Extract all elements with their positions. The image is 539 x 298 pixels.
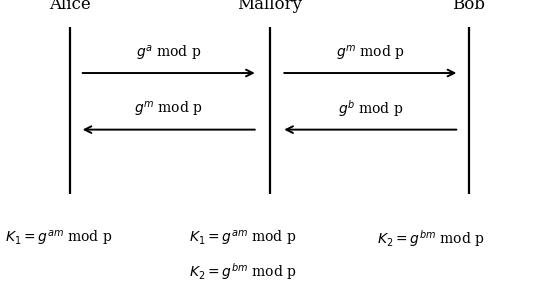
Text: $g^b$ mod p: $g^b$ mod p xyxy=(337,98,403,119)
Text: $K_2 = g^{bm}$ mod p: $K_2 = g^{bm}$ mod p xyxy=(377,228,485,249)
Text: Bob: Bob xyxy=(452,0,486,13)
Text: $K_2 = g^{bm}$ mod p: $K_2 = g^{bm}$ mod p xyxy=(189,261,296,282)
Text: $g^a$ mod p: $g^a$ mod p xyxy=(136,44,202,63)
Text: $K_1 = g^{am}$ mod p: $K_1 = g^{am}$ mod p xyxy=(189,229,296,248)
Text: $K_1 = g^{am}$ mod p: $K_1 = g^{am}$ mod p xyxy=(5,229,113,248)
Text: Mallory: Mallory xyxy=(237,0,302,13)
Text: Alice: Alice xyxy=(49,0,91,13)
Text: $g^m$ mod p: $g^m$ mod p xyxy=(336,44,405,63)
Text: $g^m$ mod p: $g^m$ mod p xyxy=(134,100,203,119)
